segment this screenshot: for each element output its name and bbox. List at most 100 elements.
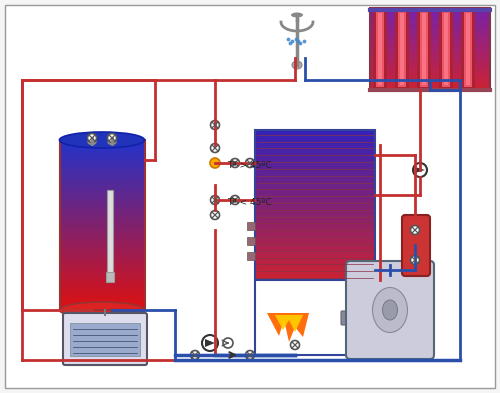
Bar: [60, 299, 145, 300]
Bar: [60, 164, 145, 165]
Bar: [370, 75, 490, 76]
Bar: [370, 33, 490, 34]
Bar: [370, 15, 490, 16]
Bar: [60, 253, 145, 254]
Bar: [422, 13, 426, 85]
Bar: [60, 248, 145, 249]
Bar: [370, 79, 490, 80]
Bar: [60, 292, 145, 293]
Bar: [255, 280, 350, 355]
Bar: [60, 305, 145, 306]
Bar: [255, 212, 375, 213]
Bar: [247, 222, 255, 230]
Polygon shape: [205, 339, 215, 347]
Bar: [370, 85, 490, 86]
Bar: [60, 235, 145, 236]
Bar: [60, 146, 145, 147]
Bar: [60, 172, 145, 173]
Bar: [310, 280, 316, 285]
Bar: [370, 31, 490, 32]
Bar: [255, 195, 375, 196]
Bar: [370, 37, 490, 38]
Bar: [370, 59, 490, 60]
Bar: [60, 212, 145, 213]
Bar: [60, 297, 145, 298]
Bar: [370, 35, 490, 36]
Bar: [255, 249, 375, 250]
Bar: [255, 241, 375, 242]
Bar: [370, 38, 490, 39]
Bar: [255, 254, 375, 255]
Bar: [60, 207, 145, 208]
Bar: [60, 170, 145, 171]
Bar: [255, 155, 375, 156]
Bar: [255, 214, 375, 215]
Bar: [60, 187, 145, 188]
Bar: [255, 203, 375, 204]
Bar: [370, 42, 490, 43]
Bar: [255, 268, 375, 269]
Bar: [60, 225, 145, 226]
Bar: [60, 308, 145, 309]
Bar: [60, 233, 145, 234]
Bar: [255, 142, 375, 143]
Bar: [370, 67, 490, 68]
Bar: [255, 209, 375, 210]
Bar: [60, 229, 145, 230]
Bar: [60, 291, 145, 292]
Polygon shape: [415, 167, 425, 173]
Bar: [395, 8, 409, 90]
Bar: [60, 289, 145, 290]
Bar: [255, 152, 375, 153]
Bar: [255, 191, 375, 192]
Bar: [370, 49, 490, 50]
Bar: [60, 184, 145, 185]
FancyBboxPatch shape: [346, 261, 434, 359]
Bar: [255, 244, 375, 245]
Bar: [255, 189, 375, 190]
Bar: [255, 164, 375, 165]
Bar: [255, 273, 375, 274]
Bar: [60, 218, 145, 219]
Bar: [370, 51, 490, 52]
Bar: [255, 188, 375, 189]
Bar: [370, 29, 490, 30]
Bar: [370, 27, 490, 28]
Bar: [60, 215, 145, 216]
Bar: [60, 264, 145, 265]
Bar: [60, 278, 145, 279]
Bar: [255, 206, 375, 207]
Bar: [378, 13, 382, 85]
Bar: [60, 196, 145, 197]
Bar: [60, 224, 145, 225]
Bar: [255, 223, 375, 224]
Bar: [60, 306, 145, 307]
Bar: [370, 44, 490, 45]
Bar: [60, 140, 145, 310]
Bar: [60, 283, 145, 284]
Circle shape: [230, 158, 239, 167]
Bar: [60, 284, 145, 285]
Bar: [255, 221, 375, 222]
Bar: [370, 80, 490, 81]
Bar: [442, 11, 450, 87]
Bar: [255, 180, 375, 181]
Bar: [60, 148, 145, 149]
Bar: [60, 161, 145, 162]
Bar: [255, 266, 375, 267]
Bar: [255, 157, 375, 158]
Bar: [255, 169, 375, 170]
Bar: [60, 223, 145, 224]
Bar: [370, 9, 490, 10]
Circle shape: [290, 340, 300, 349]
Bar: [60, 210, 145, 211]
Bar: [60, 144, 145, 145]
Bar: [60, 287, 145, 288]
Bar: [370, 88, 490, 89]
Bar: [60, 193, 145, 194]
Bar: [370, 10, 490, 11]
Bar: [60, 199, 145, 200]
FancyBboxPatch shape: [63, 313, 147, 365]
Ellipse shape: [60, 302, 144, 318]
Bar: [466, 13, 470, 85]
